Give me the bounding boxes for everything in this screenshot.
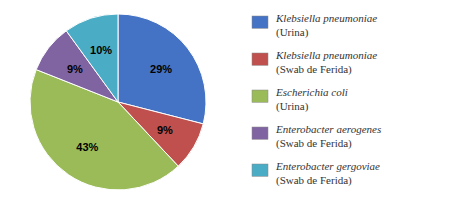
- legend-sublabel: (Urina): [276, 100, 309, 113]
- chart: 29% 9% 43% 9% 10% Klebsiella pneumoniae (Urina…: [0, 0, 468, 204]
- legend-swatch: [252, 127, 268, 139]
- legend-sublabel: (Swab de Ferida): [276, 174, 352, 187]
- pie: [30, 14, 206, 190]
- data-label: 10%: [90, 44, 112, 56]
- pie-slice: [66, 14, 118, 102]
- legend-label: Klebsiella pneumoniae: [275, 12, 377, 24]
- legend-sublabel: (Swab de Ferida): [276, 63, 352, 76]
- data-label: 9%: [67, 63, 83, 75]
- legend-swatch: [252, 90, 268, 102]
- legend-label: Klebsiella pneumoniae: [275, 49, 377, 61]
- data-label: 9%: [157, 124, 173, 136]
- legend-sublabel: (Urina): [276, 26, 309, 39]
- data-label: 29%: [150, 63, 172, 75]
- legend-swatch: [252, 16, 268, 28]
- legend-label: Enterobacter aerogenes: [275, 123, 381, 135]
- legend-sublabel: (Swab de Ferida): [276, 137, 352, 150]
- legend-label: Escherichia coli: [275, 86, 348, 98]
- data-label: 43%: [76, 141, 98, 153]
- legend-label: Enterobacter gergoviae: [275, 160, 380, 172]
- data-labels: 29% 9% 43% 9% 10%: [67, 44, 173, 153]
- legend-swatch: [252, 53, 268, 65]
- legend-swatch: [252, 164, 268, 176]
- legend: Klebsiella pneumoniae (Urina) Klebsiella p…: [252, 12, 381, 187]
